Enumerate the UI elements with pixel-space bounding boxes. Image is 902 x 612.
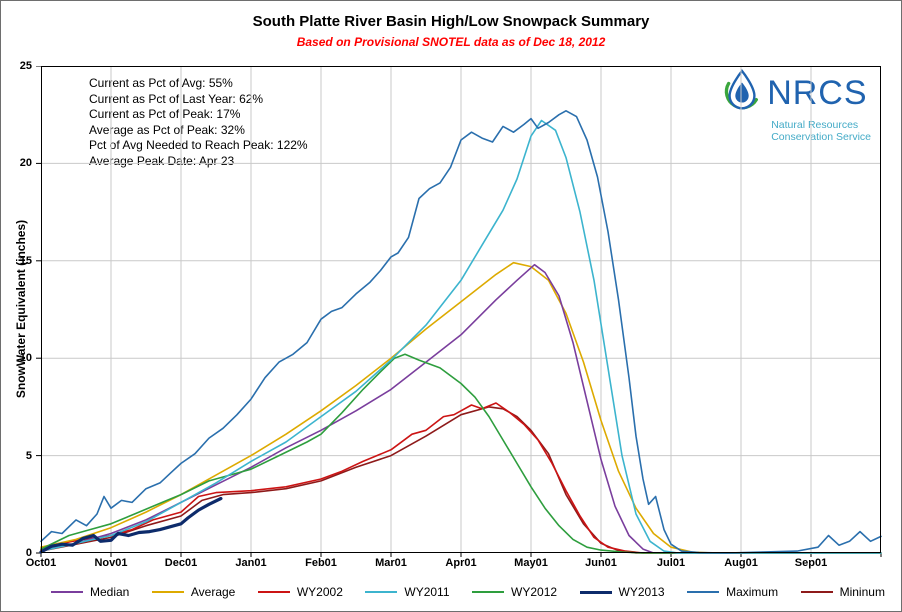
x-tick-label: Mar01 [375,557,407,569]
series-line-WY2002 [40,402,882,554]
x-tick-label: May01 [514,557,548,569]
x-tick-label: Aug01 [724,557,758,569]
legend-item-Mininum: Mininum [800,585,885,599]
x-tick-label: Jan01 [235,557,267,569]
chart-subtitle: Based on Provisional SNOTEL data as of D… [296,35,606,49]
legend-item-WY2002: WY2002 [257,585,343,599]
stat-line: Pct of Avg Needed to Reach Peak: 122% [89,138,308,153]
x-tick-label: Nov01 [94,557,128,569]
legend-swatch [472,591,505,593]
x-tick-label: Dec01 [164,557,198,569]
y-tick-label: 10 [19,352,32,365]
legend-item-Average: Average [151,585,236,599]
stats-box: Current as Pct of Avg: 55% Current as Pct… [89,76,308,170]
stat-line: Current as Pct of Avg: 55% [89,76,233,90]
legend-label: Mininum [839,585,885,599]
series-line-Maximum [40,109,882,554]
legend-item-Maximum: Maximum [687,585,778,599]
legend-label: WY2013 [618,585,665,599]
legend: Median Average WY2002 WY2011 WY2012 WY2013 Max… [51,582,885,602]
legend-label: WY2011 [404,585,450,599]
legend-item-Median: Median [51,585,129,599]
legend-swatch [51,591,83,593]
y-tick-label: 25 [19,60,32,72]
x-tick-label: Jul01 [656,557,686,569]
series-line-WY2012 [40,353,882,554]
y-tick-label: 0 [25,547,32,559]
org-name-line2: Conservation Service [771,131,871,143]
series-line-WY2011 [40,119,882,554]
legend-swatch [579,590,612,594]
water-drop-icon [724,69,759,110]
x-tick-label: Jun01 [585,557,617,569]
x-tick-label: Sep01 [794,557,828,569]
plot-border [41,66,881,553]
legend-swatch [687,591,720,593]
nrcs-acronym: NRCS [767,74,868,112]
x-tick-label: Oct01 [25,557,57,569]
series-line-Mininum [40,406,882,554]
org-name-line1: Natural Resources [771,119,859,131]
legend-label: Median [90,585,130,599]
x-tick-label: Feb01 [305,557,337,569]
y-tick-label: 15 [19,254,32,267]
stat-line: Current as Pct of Last Year: 62% [89,91,264,106]
legend-label: Maximum [726,585,779,599]
y-tick-label: 20 [19,157,32,170]
x-tick-label: Apr01 [445,557,477,569]
legend-swatch [151,591,184,593]
y-axis-tick-labels: 0 5 10 15 20 25 [1,1,34,611]
stat-line: Average as Pct of Peak: 32% [89,122,245,137]
legend-swatch [257,591,290,593]
legend-label: WY2002 [296,585,343,599]
legend-item-WY2011: WY2011 [365,585,450,599]
y-tick-label: 5 [25,449,32,462]
stat-line: Average Peak Date: Apr 23 [89,153,235,168]
legend-item-WY2012: WY2012 [472,585,557,599]
chart-title: South Platte River Basin High/Low Snowpa… [252,13,650,30]
nrcs-logo: NRCS Natural Resources Conservation Serv… [721,69,871,143]
legend-label: Average [190,585,236,599]
legend-swatch [800,591,833,593]
nrcs-org-name: Natural Resources Conservation Service [771,119,871,143]
plot-area [36,66,882,557]
legend-label: WY2012 [511,585,558,599]
legend-swatch [365,591,398,593]
series-line-WY2013 [39,496,223,554]
legend-item-WY2013: WY2013 [579,585,665,599]
stat-line: Current as Pct of Peak: 17% [89,107,241,122]
